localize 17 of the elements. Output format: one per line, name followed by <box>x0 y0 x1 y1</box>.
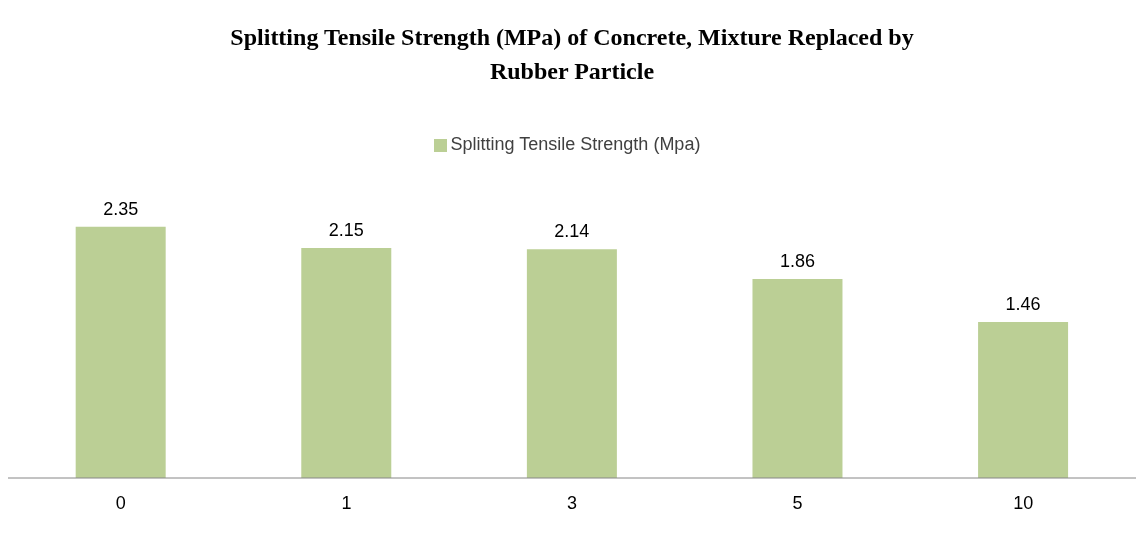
data-label: 2.15 <box>328 220 364 241</box>
x-tick-label: 5 <box>792 492 803 513</box>
data-label: 1.86 <box>779 251 815 272</box>
bar <box>526 249 617 478</box>
x-tick-label: 10 <box>1013 492 1034 513</box>
legend-label: Splitting Tensile Strength (Mpa) <box>450 134 701 154</box>
bar <box>75 226 166 478</box>
x-tick-label: 3 <box>566 492 578 513</box>
x-tick-label: 1 <box>341 492 352 513</box>
bar <box>752 279 843 478</box>
data-label: 2.14 <box>554 221 590 242</box>
chart-title: Splitting Tensile Strength (MPa) of Concrete, Mixture Replaced by Rubber Particle <box>229 23 915 86</box>
data-label: 2.35 <box>103 198 139 219</box>
bar <box>978 321 1069 478</box>
x-tick-label: 0 <box>115 492 126 513</box>
bar <box>301 248 392 478</box>
data-label: 1.46 <box>1005 293 1041 314</box>
